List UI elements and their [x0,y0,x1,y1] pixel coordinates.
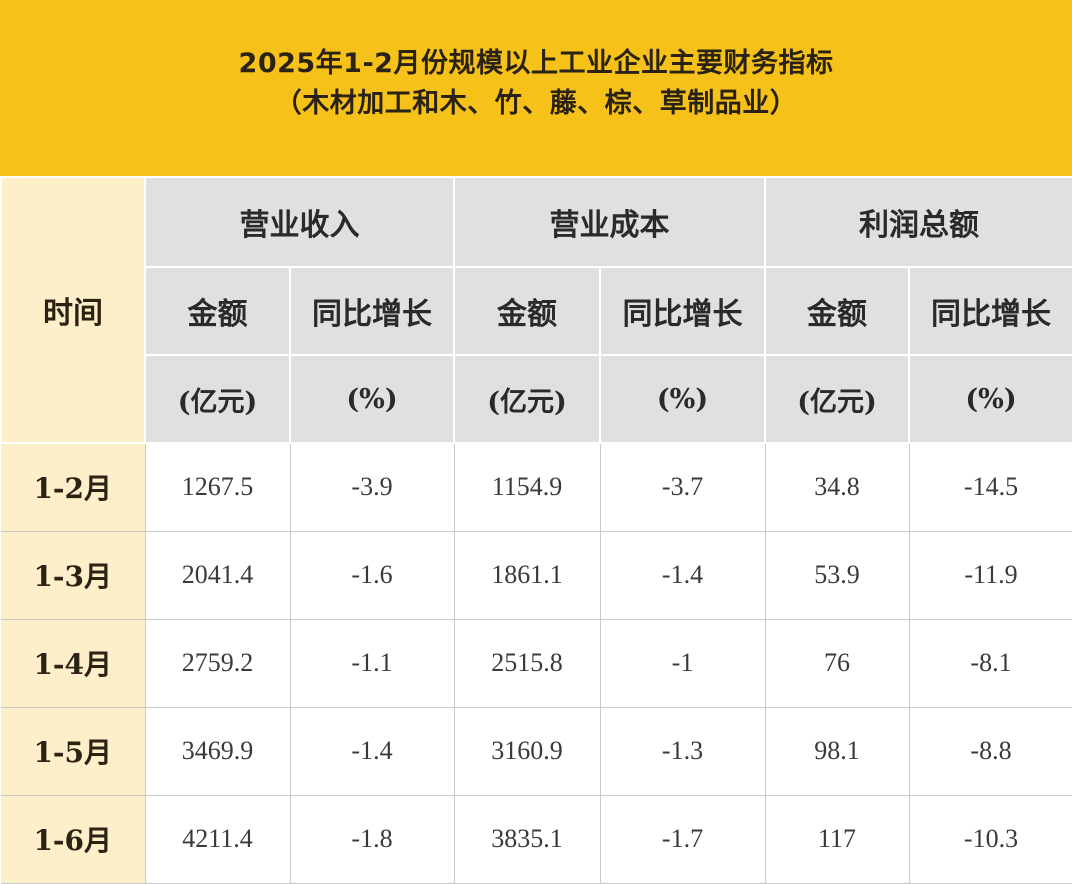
title-banner: 2025年1-2月份规模以上工业企业主要财务指标 （木材加工和木、竹、藤、棕、草… [0,0,1072,176]
subheader-amount: 金额 [764,266,910,356]
table-row: 1-5月 3469.9 -1.4 3160.9 -1.3 98.1 -8.8 [1,706,1072,796]
group-header-label: 营业收入 [239,208,360,243]
unit-label: (亿元) [453,354,601,444]
group-header-label: 利润总额 [859,208,979,243]
unit-label: (亿元) [144,354,291,444]
data-cell: 98.1 [764,706,910,796]
group-header-cost: 营业成本 [453,176,766,268]
data-cell: -8.1 [908,618,1072,708]
subheader-yoy-growth: 同比增长 [599,266,766,356]
data-cell: 2515.8 [453,618,601,708]
data-cell: 34.8 [764,442,910,532]
subheader-yoy-growth: 同比增长 [289,266,455,356]
unit-label: (%) [908,354,1072,444]
subheader-amount: 金额 [453,266,601,356]
period-cell: 1-3月 [1,530,146,620]
data-cell: -1.1 [289,618,455,708]
data-cell: 3835.1 [453,794,601,884]
data-cell: -3.7 [599,442,766,532]
data-cell: 4211.4 [144,794,291,884]
table-row: 1-6月 4211.4 -1.8 3835.1 -1.7 117 -10.3 [1,794,1072,884]
data-cell: 1861.1 [453,530,601,620]
data-cell: 117 [764,794,910,884]
data-cell: 3469.9 [144,706,291,796]
subheader-amount: 金额 [144,266,291,356]
data-cell: -1.4 [289,706,455,796]
subheader-yoy-growth: 同比增长 [908,266,1072,356]
data-cell: 2759.2 [144,618,291,708]
data-cell: -11.9 [908,530,1072,620]
data-cell: -8.8 [908,706,1072,796]
data-cell: 1154.9 [453,442,601,532]
unit-label: (%) [599,354,766,444]
group-header-label: 营业成本 [549,208,670,243]
table-row: 1-3月 2041.4 -1.6 1861.1 -1.4 53.9 -11.9 [1,530,1072,620]
data-cell: -3.9 [289,442,455,532]
table-row: 1-2月 1267.5 -3.9 1154.9 -3.7 34.8 -14.5 [1,442,1072,532]
data-cell: 76 [764,618,910,708]
data-cell: -1 [599,618,766,708]
period-cell: 1-5月 [1,706,146,796]
data-cell: -1.7 [599,794,766,884]
data-cell: -14.5 [908,442,1072,532]
time-header: 时间 [0,176,146,444]
title-line-2: （木材加工和木、竹、藤、棕、草制品业） [274,88,798,119]
data-cell: 1267.5 [144,442,291,532]
data-cell: -10.3 [908,794,1072,884]
group-header-profit: 利润总额 [764,176,1072,268]
period-cell: 1-4月 [1,618,146,708]
period-cell: 1-6月 [1,794,146,884]
group-header-revenue: 营业收入 [144,176,455,268]
data-cell: 3160.9 [453,706,601,796]
unit-label: (%) [289,354,455,444]
unit-label: (亿元) [764,354,910,444]
data-cell: -1.3 [599,706,766,796]
data-cell: 53.9 [764,530,910,620]
data-cell: -1.4 [599,530,766,620]
data-cell: -1.6 [289,530,455,620]
title-line-1: 2025年1-2月份规模以上工业企业主要财务指标 [238,48,834,79]
data-cell: -1.8 [289,794,455,884]
data-cell: 2041.4 [144,530,291,620]
table-row: 1-4月 2759.2 -1.1 2515.8 -1 76 -8.1 [1,618,1072,708]
financial-indicators-table: 时间 营业收入 营业成本 利润总额 金额 同比增长 金额 同比增长 金额 同比增… [0,176,1072,884]
period-cell: 1-2月 [1,442,146,532]
